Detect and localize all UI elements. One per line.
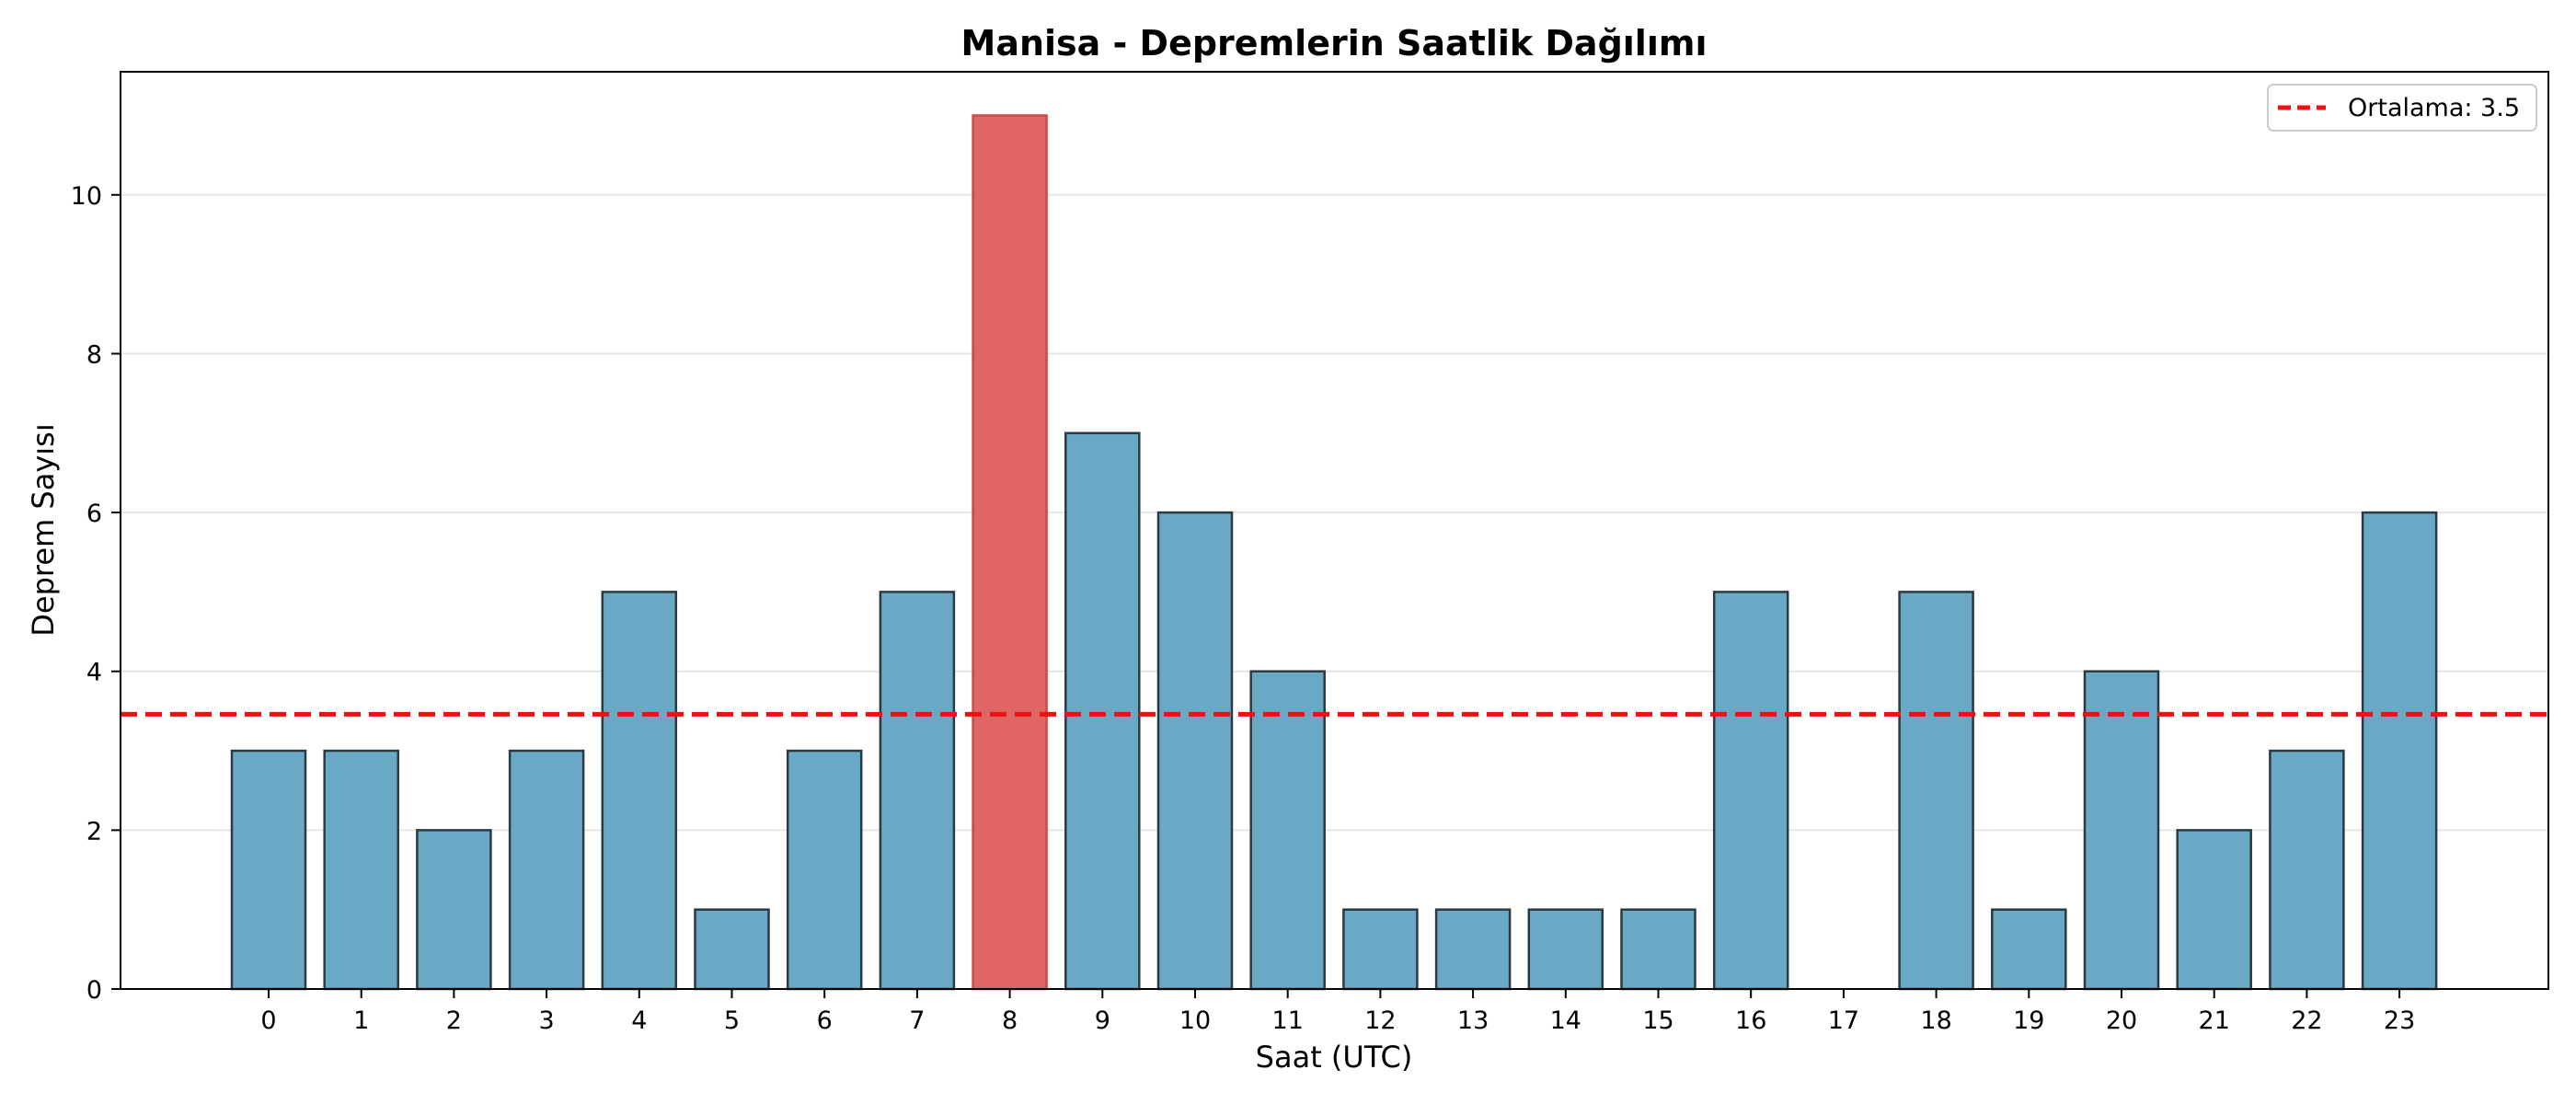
bar xyxy=(2083,670,2160,991)
bar xyxy=(323,749,399,991)
bars xyxy=(230,114,2438,991)
bar xyxy=(2176,829,2252,991)
bar xyxy=(694,908,770,991)
x-tick-label: 20 xyxy=(2106,1006,2137,1035)
x-tick-label: 14 xyxy=(1550,1006,1581,1035)
bar xyxy=(1342,908,1419,991)
y-tick-label: 6 xyxy=(86,500,102,528)
bar-highlight xyxy=(972,114,1048,991)
x-tick-label: 1 xyxy=(353,1006,369,1035)
x-tick-label: 9 xyxy=(1095,1006,1110,1035)
bar xyxy=(230,749,307,991)
x-tick-label: 2 xyxy=(446,1006,462,1035)
y-tick-label: 2 xyxy=(86,817,102,845)
x-tick-label: 6 xyxy=(817,1006,833,1035)
x-tick-label: 8 xyxy=(1002,1006,1018,1035)
x-tick-label: 18 xyxy=(1920,1006,1951,1035)
x-tick-label: 0 xyxy=(260,1006,276,1035)
x-tick-label: 12 xyxy=(1364,1006,1396,1035)
x-tick-label: 11 xyxy=(1272,1006,1304,1035)
y-axis-title: Deprem Sayısı xyxy=(26,423,61,636)
x-tick-label: 4 xyxy=(631,1006,647,1035)
bar xyxy=(1434,908,1512,991)
y-tick-label: 4 xyxy=(86,659,102,687)
bar xyxy=(1156,511,1234,991)
bar xyxy=(1527,908,1604,991)
grid-lines xyxy=(121,193,2548,832)
x-tick-label: 7 xyxy=(909,1006,925,1035)
bar xyxy=(879,591,956,991)
x-tick-label: 3 xyxy=(539,1006,555,1035)
x-tick-label: 15 xyxy=(1642,1006,1673,1035)
x-tick-label: 22 xyxy=(2291,1006,2322,1035)
x-tick-label: 23 xyxy=(2384,1006,2415,1035)
chart-title: Manisa - Depremlerin Saatlik Dağılımı xyxy=(961,23,1708,63)
x-tick-label: 16 xyxy=(1735,1006,1766,1035)
bar xyxy=(601,591,678,991)
bar xyxy=(416,829,492,991)
y-tick-label: 10 xyxy=(71,182,102,211)
bar xyxy=(508,749,585,991)
bar xyxy=(1620,908,1696,991)
bar xyxy=(1249,670,1326,991)
x-tick-label: 5 xyxy=(724,1006,740,1035)
x-tick-label: 17 xyxy=(1828,1006,1859,1035)
x-axis-title: Saat (UTC) xyxy=(1256,1040,1413,1075)
x-tick-label: 19 xyxy=(2013,1006,2044,1035)
x-axis: 0 1 2 3 4 5 6 7 8 9 10 11 12 13 14 15 16 17 18 19 20 21 22 23 xyxy=(260,989,2415,1035)
bar xyxy=(786,749,863,991)
bar xyxy=(1064,431,1141,991)
y-tick-label: 8 xyxy=(86,340,102,369)
bar xyxy=(2361,511,2438,991)
legend-box xyxy=(2267,84,2537,132)
plot-frame xyxy=(120,71,2549,990)
bar xyxy=(2269,749,2345,991)
x-tick-label: 10 xyxy=(1179,1006,1211,1035)
y-axis: 0 2 4 6 8 10 xyxy=(71,182,121,1005)
bar xyxy=(1991,908,2067,991)
x-tick-label: 13 xyxy=(1457,1006,1489,1035)
x-tick-label: 21 xyxy=(2199,1006,2230,1035)
bar xyxy=(1712,591,1789,991)
legend: Ortalama: 3.5 xyxy=(2267,84,2537,132)
bar xyxy=(1898,591,1974,991)
legend-mean-label: Ortalama: 3.5 xyxy=(2348,94,2520,122)
y-tick-label: 0 xyxy=(86,976,102,1005)
